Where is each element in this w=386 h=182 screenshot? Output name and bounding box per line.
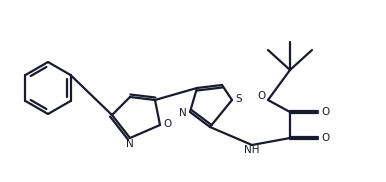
- Text: O: O: [322, 107, 330, 117]
- Text: N: N: [126, 139, 134, 149]
- Text: S: S: [236, 94, 242, 104]
- Text: O: O: [257, 91, 265, 101]
- Text: NH: NH: [244, 145, 260, 155]
- Text: N: N: [179, 108, 187, 118]
- Text: O: O: [322, 133, 330, 143]
- Text: O: O: [163, 119, 171, 129]
